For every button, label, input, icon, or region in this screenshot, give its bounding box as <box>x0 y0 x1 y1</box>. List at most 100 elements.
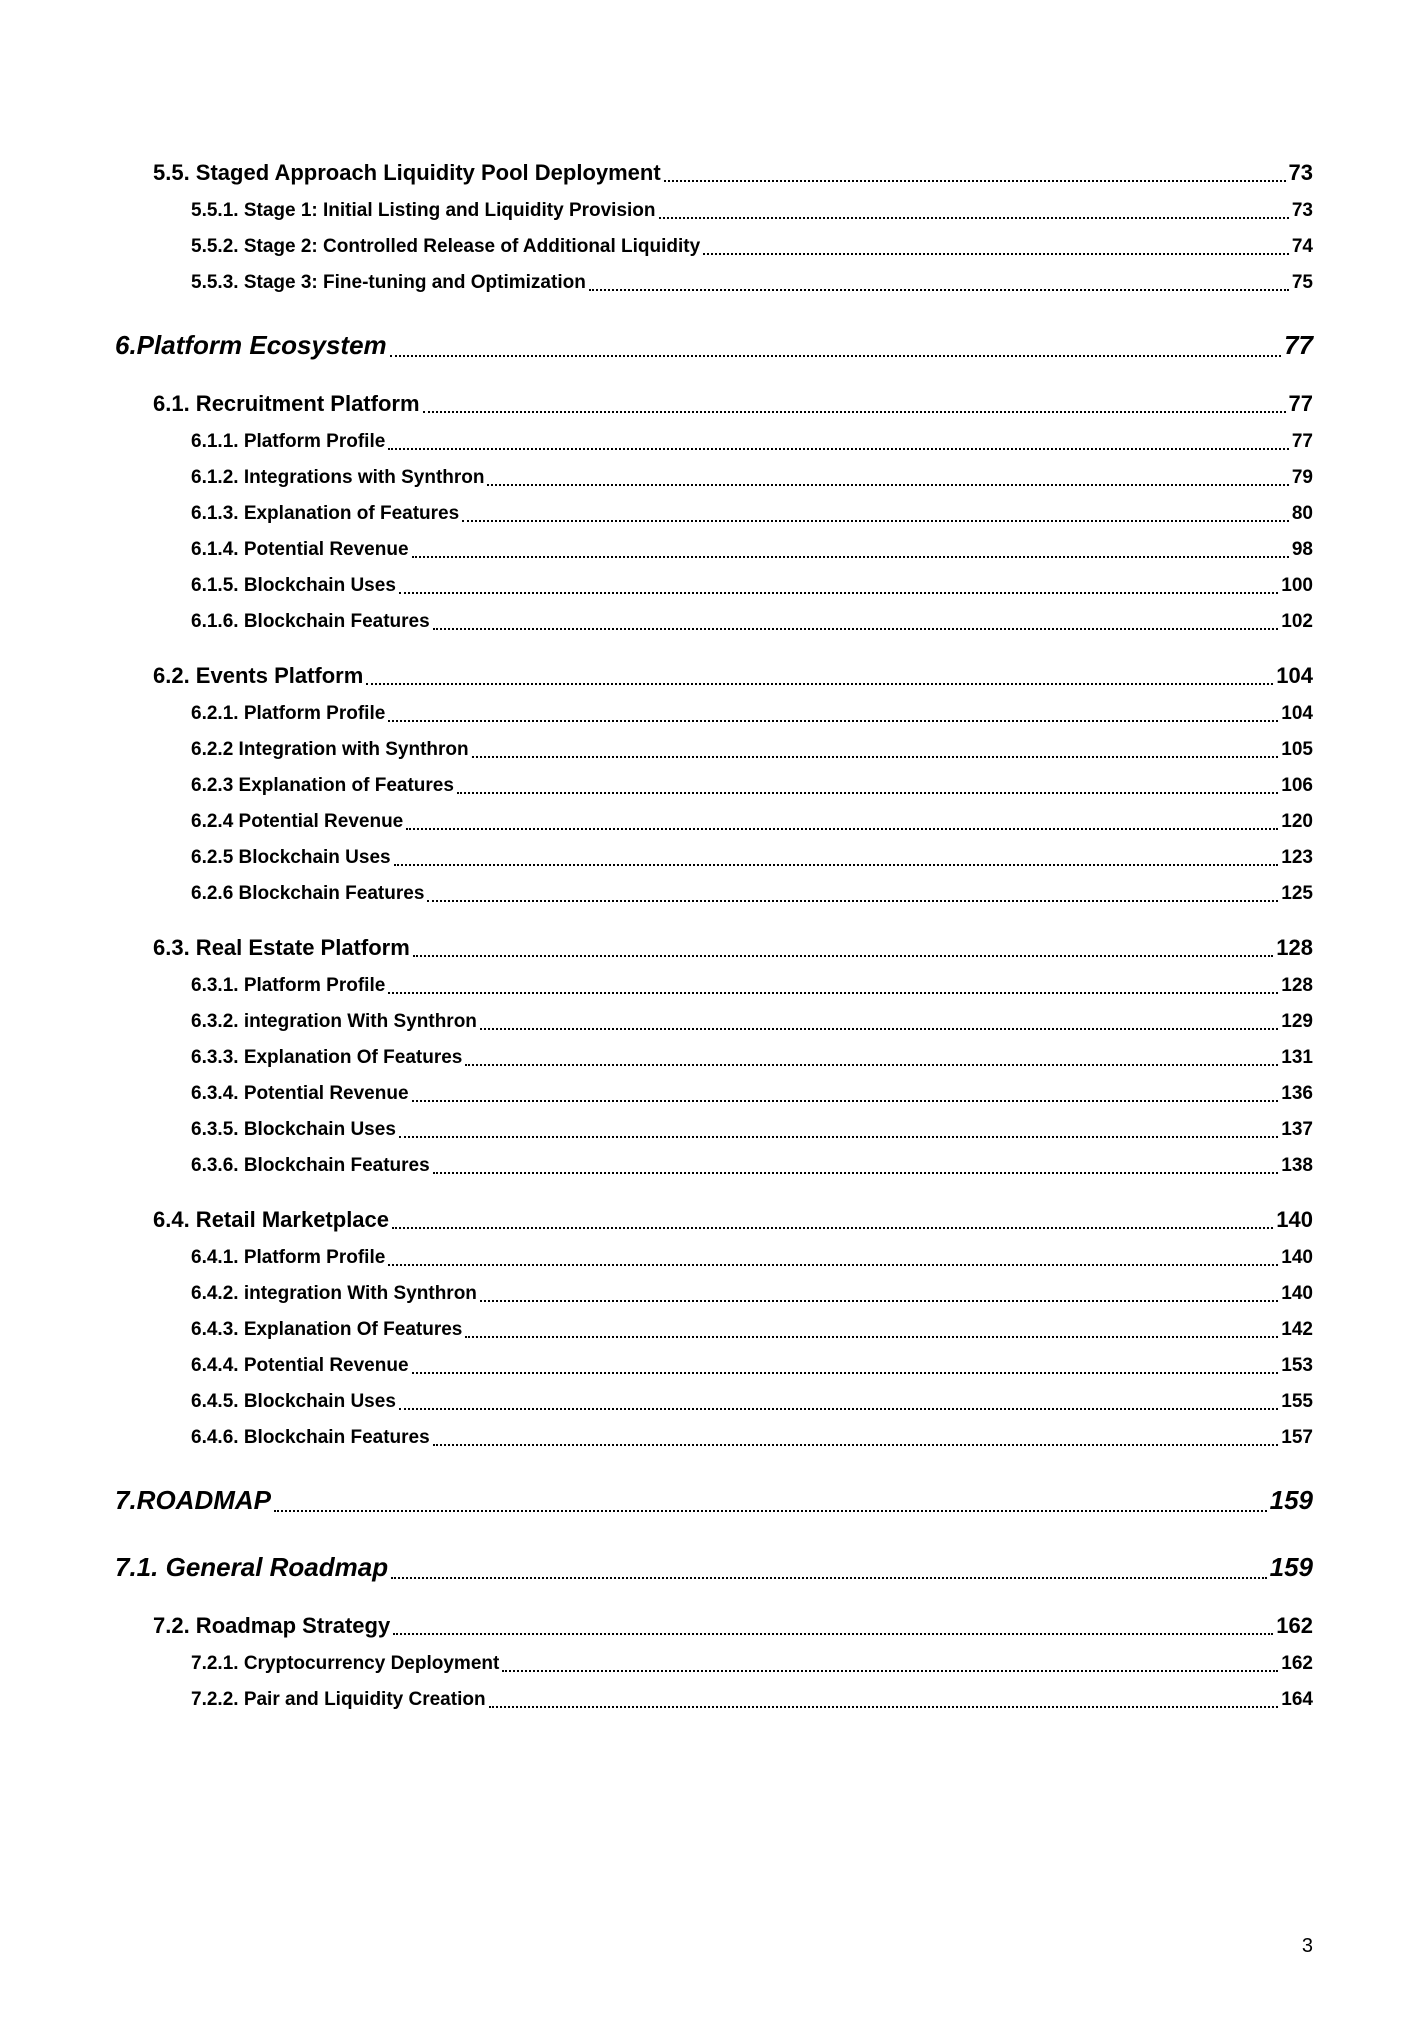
toc-entry: 6.3.2. integration With Synthron 129 <box>191 1011 1313 1033</box>
toc-entry-title: 5.5.1. Stage 1: Initial Listing and Liqu… <box>191 200 656 222</box>
toc-entry-page: 157 <box>1281 1427 1313 1449</box>
toc-entry-title: 6.3.3. Explanation Of Features <box>191 1047 462 1069</box>
toc-dot-leader <box>390 333 1281 357</box>
toc-dot-leader <box>664 161 1286 182</box>
toc-entry: 6.4.4. Potential Revenue153 <box>191 1355 1313 1377</box>
toc-entry-title: 6.1.6. Blockchain Features <box>191 611 430 633</box>
toc-entry-page: 159 <box>1270 1485 1313 1516</box>
toc-entry-page: 128 <box>1281 975 1313 997</box>
toc-dot-leader <box>388 432 1289 450</box>
toc-entry-page: 104 <box>1281 703 1313 725</box>
toc-dot-leader <box>502 1654 1278 1672</box>
toc-entry: 5.5. Staged Approach Liquidity Pool Depl… <box>153 160 1313 186</box>
toc-entry-title: 7.2.2. Pair and Liquidity Creation <box>191 1689 486 1711</box>
toc-dot-leader <box>423 392 1286 413</box>
toc-dot-leader <box>393 1614 1273 1635</box>
toc-entry-page: 79 <box>1292 467 1313 489</box>
toc-entry-title: 7.1. General Roadmap <box>115 1552 388 1583</box>
toc-entry: 7.1. General Roadmap 159 <box>115 1552 1313 1583</box>
toc-entry: 6.2.2 Integration with Synthron105 <box>191 739 1313 761</box>
toc-dot-leader <box>412 540 1289 558</box>
toc-entry: 6.2.5 Blockchain Uses123 <box>191 847 1313 869</box>
toc-dot-leader <box>394 848 1279 866</box>
toc-entry-page: 128 <box>1276 935 1313 961</box>
toc-entry: 6.3. Real Estate Platform128 <box>153 935 1313 961</box>
toc-entry: 6.3.4. Potential Revenue136 <box>191 1083 1313 1105</box>
toc-entry-page: 159 <box>1270 1552 1313 1583</box>
toc-dot-leader <box>487 468 1288 486</box>
toc-dot-leader <box>489 1690 1279 1708</box>
toc-entry: 6.1.2. Integrations with Synthron 79 <box>191 467 1313 489</box>
toc-dot-leader <box>412 1356 1279 1374</box>
toc-entry-page: 98 <box>1292 539 1313 561</box>
toc-dot-leader <box>480 1012 1278 1030</box>
toc-entry-title: 6.3.4. Potential Revenue <box>191 1083 409 1105</box>
toc-entry-title: 6.3.1. Platform Profile <box>191 975 385 997</box>
toc-entry-page: 80 <box>1292 503 1313 525</box>
toc-entry-title: 6.4.5. Blockchain Uses <box>191 1391 396 1413</box>
toc-entry-title: 6.1.4. Potential Revenue <box>191 539 409 561</box>
toc-entry: 7.2.1. Cryptocurrency Deployment162 <box>191 1653 1313 1675</box>
toc-entry-page: 75 <box>1292 272 1313 294</box>
toc-list: 5.5. Staged Approach Liquidity Pool Depl… <box>115 160 1313 1711</box>
toc-entry-title: 6.3.5. Blockchain Uses <box>191 1119 396 1141</box>
toc-entry-title: 6.2.3 Explanation of Features <box>191 775 454 797</box>
toc-entry: 6.4.1. Platform Profile140 <box>191 1247 1313 1269</box>
toc-entry-title: 6.4.3. Explanation Of Features <box>191 1319 462 1341</box>
toc-entry-title: 6.2. Events Platform <box>153 663 363 689</box>
toc-entry: 7.2. Roadmap Strategy162 <box>153 1613 1313 1639</box>
toc-dot-leader <box>462 504 1289 522</box>
toc-entry-title: 6.1.2. Integrations with Synthron <box>191 467 484 489</box>
toc-entry-page: 125 <box>1281 883 1313 905</box>
toc-dot-leader <box>399 576 1278 594</box>
toc-entry-page: 77 <box>1284 330 1313 361</box>
toc-entry-page: 73 <box>1292 200 1313 222</box>
toc-dot-leader <box>659 201 1289 219</box>
toc-entry-title: 6.1. Recruitment Platform <box>153 391 420 417</box>
toc-entry-page: 155 <box>1281 1391 1313 1413</box>
toc-entry-page: 129 <box>1281 1011 1313 1033</box>
toc-dot-leader <box>427 884 1278 902</box>
toc-entry: 6.3.5. Blockchain Uses 137 <box>191 1119 1313 1141</box>
toc-dot-leader <box>703 237 1289 255</box>
toc-entry-title: 6.3.6. Blockchain Features <box>191 1155 430 1177</box>
toc-dot-leader <box>399 1120 1278 1138</box>
toc-entry: 6.1. Recruitment Platform77 <box>153 391 1313 417</box>
toc-entry: 6.2.1. Platform Profile 104 <box>191 703 1313 725</box>
toc-entry-page: 102 <box>1281 611 1313 633</box>
toc-entry: 6.2.4 Potential Revenue120 <box>191 811 1313 833</box>
toc-dot-leader <box>589 273 1289 291</box>
toc-entry: 6.4.2. integration With Synthron140 <box>191 1283 1313 1305</box>
toc-entry-title: 5.5.2. Stage 2: Controlled Release of Ad… <box>191 236 700 258</box>
toc-entry: 6.4.6. Blockchain Features157 <box>191 1427 1313 1449</box>
toc-entry: 6.3.1. Platform Profile 128 <box>191 975 1313 997</box>
toc-entry: 6.1.5. Blockchain Uses100 <box>191 575 1313 597</box>
toc-dot-leader <box>366 664 1273 685</box>
toc-entry: 7.ROADMAP159 <box>115 1485 1313 1516</box>
toc-entry: 6.3.3. Explanation Of Features 131 <box>191 1047 1313 1069</box>
toc-entry-page: 120 <box>1281 811 1313 833</box>
toc-entry: 6.1.3. Explanation of Features80 <box>191 503 1313 525</box>
toc-entry: 6.2.6 Blockchain Features125 <box>191 883 1313 905</box>
toc-entry-title: 6.2.1. Platform Profile <box>191 703 385 725</box>
toc-entry-page: 137 <box>1281 1119 1313 1141</box>
toc-entry: 6.1.4. Potential Revenue 98 <box>191 539 1313 561</box>
toc-entry-page: 131 <box>1281 1047 1313 1069</box>
toc-entry-page: 164 <box>1281 1689 1313 1711</box>
toc-entry-title: 6.1.5. Blockchain Uses <box>191 575 396 597</box>
page-number: 3 <box>1302 1935 1313 1958</box>
toc-dot-leader <box>465 1048 1278 1066</box>
toc-entry-page: 106 <box>1281 775 1313 797</box>
toc-entry-title: 7.2. Roadmap Strategy <box>153 1613 390 1639</box>
toc-dot-leader <box>406 812 1278 830</box>
toc-entry-page: 77 <box>1292 431 1313 453</box>
toc-dot-leader <box>274 1488 1267 1512</box>
toc-entry-title: 5.5.3. Stage 3: Fine-tuning and Optimiza… <box>191 272 586 294</box>
toc-page: 5.5. Staged Approach Liquidity Pool Depl… <box>0 0 1428 2028</box>
toc-entry-title: 6.4. Retail Marketplace <box>153 1207 389 1233</box>
toc-entry-page: 142 <box>1281 1319 1313 1341</box>
toc-entry-title: 6.1.1. Platform Profile <box>191 431 385 453</box>
toc-entry-page: 153 <box>1281 1355 1313 1377</box>
toc-entry-title: 6.3.2. integration With Synthron <box>191 1011 477 1033</box>
toc-entry-page: 105 <box>1281 739 1313 761</box>
